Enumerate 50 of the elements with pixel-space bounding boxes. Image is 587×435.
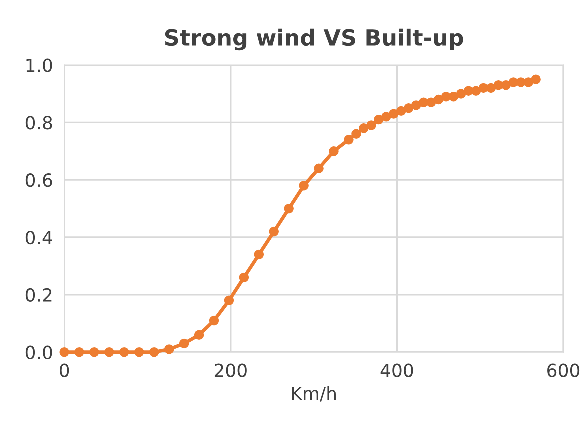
y-tick-label: 0.6 [26, 174, 52, 188]
point [314, 164, 324, 174]
point [269, 226, 279, 237]
y-tick-label: 0.0 [26, 346, 52, 360]
point [209, 316, 220, 326]
point [299, 180, 309, 191]
point [404, 103, 414, 114]
point [456, 89, 466, 99]
point [74, 347, 84, 358]
point [382, 112, 392, 122]
y-tick-label: 0.2 [26, 288, 52, 302]
x-tick-label: 200 [214, 364, 247, 378]
point [531, 74, 541, 84]
point [426, 98, 436, 108]
y-tick-label: 1.0 [26, 58, 52, 72]
point [134, 347, 144, 358]
point [344, 135, 354, 145]
point [524, 78, 534, 88]
x-tick-label: 400 [380, 364, 414, 378]
point [448, 92, 459, 102]
point [194, 330, 204, 340]
point [60, 347, 70, 358]
point [396, 106, 406, 116]
chart-title: Strong wind VS Built-up [165, 28, 464, 51]
x-axis-title: Km/h [292, 386, 336, 402]
point [329, 146, 339, 156]
point [434, 94, 444, 105]
point [411, 100, 422, 110]
point [150, 347, 160, 358]
point [120, 347, 130, 358]
point [359, 124, 369, 134]
point [366, 120, 376, 130]
point [284, 204, 294, 214]
point [501, 80, 511, 90]
x-tick-label: 600 [548, 364, 580, 378]
point [239, 272, 250, 283]
y-tick-label: 0.8 [26, 116, 52, 130]
point [389, 109, 399, 119]
point [486, 83, 496, 94]
point [224, 296, 234, 306]
point [179, 338, 190, 349]
point [471, 86, 482, 96]
y-tick-label: 0.4 [26, 230, 52, 245]
point [164, 344, 174, 354]
point [352, 129, 362, 140]
point [254, 250, 264, 260]
point [90, 347, 100, 358]
point [104, 347, 114, 358]
point [374, 114, 384, 125]
x-tick-label: 0 [60, 364, 70, 378]
